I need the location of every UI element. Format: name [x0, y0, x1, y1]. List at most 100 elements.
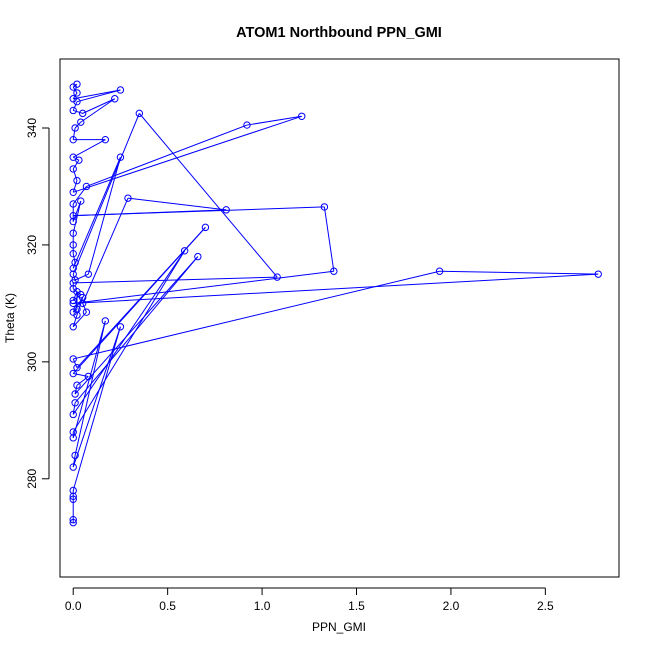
data-point — [69, 518, 77, 527]
y-axis: 280 300 320 340 — [25, 118, 50, 489]
data-point — [69, 323, 77, 331]
series-segment — [74, 385, 78, 395]
x-tick-label: 1.5 — [348, 599, 365, 613]
data-point — [320, 203, 329, 211]
data-point — [69, 106, 77, 115]
series-segment — [87, 157, 121, 275]
data-point — [78, 109, 87, 118]
data-point — [71, 390, 79, 398]
x-axis: 0.0 0.5 1.0 1.5 2.0 2.5 — [65, 587, 554, 613]
data-point — [69, 299, 77, 308]
plot-frame — [59, 58, 620, 578]
series-segment — [72, 291, 78, 301]
series-segment — [72, 113, 140, 275]
data-point — [222, 206, 230, 214]
series-segment — [82, 303, 87, 313]
data-point — [77, 197, 85, 205]
data-point — [101, 317, 110, 325]
data-point — [69, 495, 77, 503]
series-segment — [72, 326, 121, 468]
data-point — [73, 176, 81, 185]
series-segment — [74, 121, 82, 129]
data-point — [82, 182, 91, 191]
series-segment — [73, 115, 302, 193]
data-point — [73, 381, 81, 389]
data-point — [84, 270, 93, 278]
series-segment — [72, 250, 186, 433]
series-segment — [72, 455, 76, 468]
series-segment — [73, 270, 334, 304]
data-point — [71, 399, 79, 407]
series-segment — [72, 101, 78, 111]
data-point — [101, 135, 110, 144]
series-segment — [72, 168, 78, 181]
y-tick-label: 340 — [25, 118, 39, 138]
data-point — [77, 118, 85, 126]
data-point — [69, 188, 77, 197]
series-segment — [82, 98, 115, 114]
data-point — [71, 258, 79, 267]
series-segment — [76, 89, 121, 103]
data-point — [69, 434, 77, 442]
data-point — [69, 492, 77, 501]
series-segment — [72, 200, 82, 234]
y-axis-label: Theta (K) — [3, 293, 17, 343]
data-point — [82, 308, 91, 316]
series-segment — [439, 270, 599, 275]
data-point — [111, 95, 119, 103]
series-segment — [138, 113, 278, 278]
data-point — [69, 217, 77, 226]
data-point — [69, 285, 77, 293]
data-point — [69, 249, 77, 258]
x-tick-label: 0.0 — [65, 599, 82, 613]
series-segment — [73, 373, 89, 377]
data-point — [124, 194, 132, 202]
data-point — [73, 305, 81, 313]
y-tick-label: 280 — [25, 468, 39, 488]
y-tick-label: 320 — [25, 235, 39, 255]
data-point — [77, 290, 85, 299]
data-point — [116, 153, 125, 161]
data-point — [594, 270, 602, 278]
series-segment — [72, 402, 76, 415]
x-axis-label: PPN_GMI — [312, 620, 366, 634]
chart-title: ATOM1 Northbound PPN_GMI — [236, 25, 442, 41]
data-point — [69, 486, 77, 495]
series-segment — [72, 358, 78, 368]
series-segment — [73, 270, 440, 360]
data-point — [71, 276, 79, 284]
data-point — [73, 89, 81, 97]
data-point — [69, 516, 77, 524]
series-segment — [72, 139, 106, 158]
series-segment — [72, 250, 186, 415]
series-segment — [72, 314, 78, 327]
series-segment — [73, 209, 227, 217]
data-point — [69, 153, 77, 161]
series-segment — [74, 256, 199, 404]
data-point — [69, 463, 77, 471]
data-point — [73, 80, 81, 88]
data-point — [194, 252, 202, 261]
data-point — [201, 223, 210, 232]
data-point — [84, 372, 93, 381]
data-point — [71, 124, 79, 132]
series-segment — [72, 157, 121, 269]
series-segment — [72, 159, 80, 170]
series-segment — [72, 253, 76, 263]
data-point — [69, 229, 77, 237]
series-segment — [73, 109, 83, 114]
data-point — [69, 428, 77, 436]
series-segment — [323, 206, 335, 272]
series-segment — [73, 273, 599, 304]
data-point — [73, 363, 81, 372]
data-point — [69, 211, 77, 220]
data-point — [78, 299, 87, 308]
data-point — [116, 86, 125, 94]
x-tick-label: 1.0 — [254, 599, 271, 613]
data-point — [135, 109, 144, 118]
series-segment — [127, 197, 227, 211]
series-segment — [72, 308, 78, 313]
data-point — [69, 296, 77, 305]
x-tick-label: 2.0 — [443, 599, 460, 613]
